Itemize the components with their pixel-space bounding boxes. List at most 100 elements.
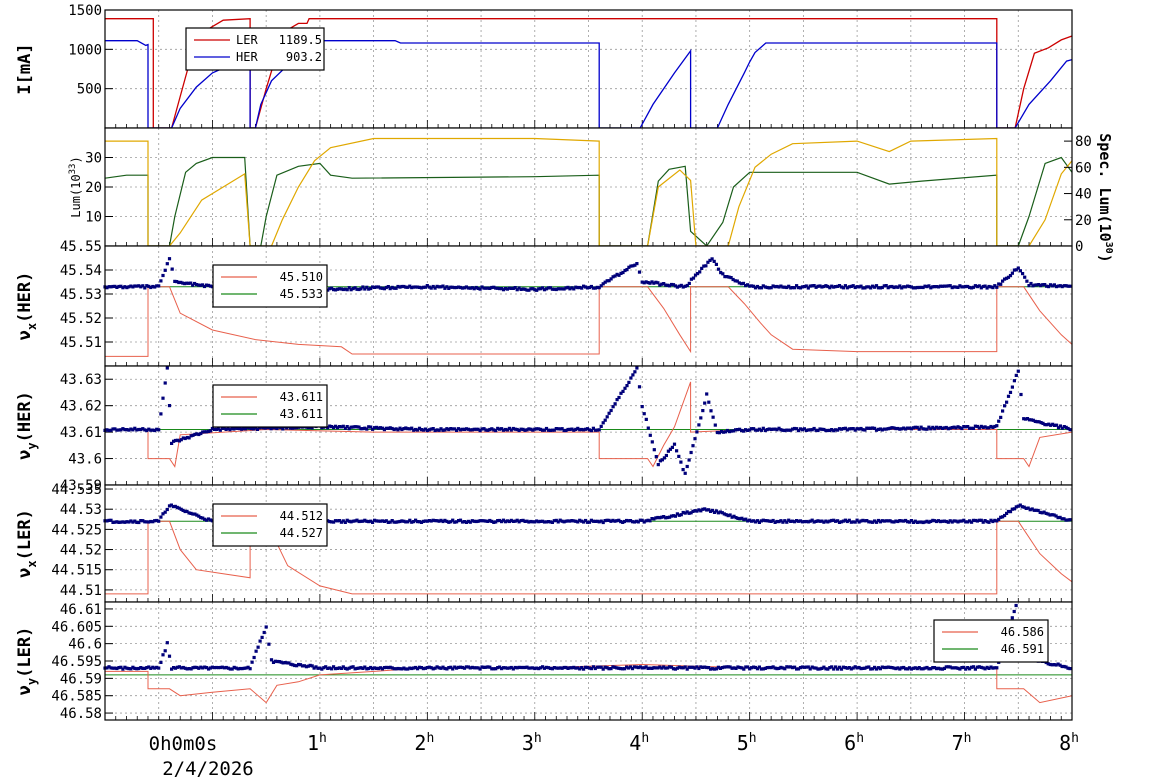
data-point xyxy=(652,517,656,521)
data-point xyxy=(769,427,773,431)
data-point xyxy=(1068,518,1072,522)
data-point xyxy=(666,449,670,453)
data-point xyxy=(224,665,228,670)
data-point xyxy=(498,665,502,669)
data-point xyxy=(195,513,199,517)
data-point xyxy=(466,286,470,290)
data-point xyxy=(328,287,332,291)
data-point xyxy=(906,520,910,524)
data-point xyxy=(826,428,830,433)
data-point xyxy=(861,666,865,670)
data-point xyxy=(443,518,447,522)
data-point xyxy=(708,258,712,262)
data-point xyxy=(365,427,369,431)
data-point xyxy=(820,427,824,431)
data-point xyxy=(523,665,527,670)
data-point xyxy=(894,667,898,671)
data-point xyxy=(1001,409,1005,413)
data-point xyxy=(470,428,474,432)
x-tick-label-unit: h xyxy=(534,731,542,746)
y-axis-label-sup: 33 xyxy=(68,164,78,175)
data-point xyxy=(865,519,869,523)
data-point xyxy=(652,448,656,452)
data-point xyxy=(742,429,746,433)
data-point xyxy=(923,284,927,288)
data-point xyxy=(374,519,379,523)
data-point xyxy=(954,285,958,289)
data-point xyxy=(617,273,621,277)
data-point xyxy=(480,427,484,431)
data-point xyxy=(582,667,586,671)
data-point xyxy=(1045,284,1049,288)
data-point xyxy=(915,667,919,671)
data-point xyxy=(185,509,189,513)
data-point xyxy=(650,440,654,444)
data-point xyxy=(115,666,119,671)
data-point xyxy=(390,666,394,670)
data-point xyxy=(147,284,151,288)
data-point xyxy=(646,426,650,430)
data-point xyxy=(179,666,183,670)
data-point xyxy=(191,512,195,516)
data-point xyxy=(958,667,962,671)
data-point xyxy=(117,428,121,432)
data-point xyxy=(993,518,997,522)
data-point xyxy=(886,427,890,431)
data-point xyxy=(476,519,480,523)
data-point xyxy=(275,426,279,431)
data-point xyxy=(541,428,545,432)
data-point xyxy=(752,284,756,288)
data-point xyxy=(507,286,511,290)
data-point xyxy=(709,509,713,513)
data-point xyxy=(631,373,635,377)
data-point xyxy=(884,284,888,288)
data-point xyxy=(378,519,382,523)
data-point xyxy=(802,520,806,524)
data-point xyxy=(656,281,660,285)
y-tick-label: 43.59 xyxy=(60,478,102,494)
data-point xyxy=(554,287,558,292)
data-point xyxy=(948,665,952,669)
data-point xyxy=(406,520,410,524)
data-point xyxy=(562,428,566,433)
data-point xyxy=(324,665,328,669)
data-point xyxy=(173,279,177,283)
data-point xyxy=(597,286,601,290)
data-point xyxy=(396,520,400,524)
data-point xyxy=(521,518,525,522)
data-point xyxy=(525,288,529,292)
data-point xyxy=(621,520,625,524)
data-point xyxy=(712,259,716,263)
data-point xyxy=(521,287,525,291)
data-point xyxy=(271,660,276,664)
data-point xyxy=(455,285,459,290)
data-point xyxy=(970,286,974,290)
data-point xyxy=(404,520,408,524)
data-point xyxy=(206,283,211,287)
data-point xyxy=(697,508,701,512)
data-point xyxy=(1022,417,1026,421)
data-point xyxy=(681,510,685,515)
data-point xyxy=(1041,283,1045,287)
data-point xyxy=(392,520,396,524)
data-point xyxy=(539,287,543,291)
data-point xyxy=(133,284,137,288)
data-point xyxy=(859,519,863,523)
data-point xyxy=(746,665,750,669)
data-point xyxy=(554,427,558,431)
data-point xyxy=(580,666,584,670)
data-point xyxy=(737,281,741,285)
data-point xyxy=(582,428,586,432)
data-point xyxy=(149,285,153,290)
data-point xyxy=(464,285,468,289)
data-point xyxy=(721,430,726,434)
data-point xyxy=(975,519,979,523)
data-point xyxy=(973,284,977,288)
data-point xyxy=(937,285,941,289)
data-point xyxy=(435,428,439,432)
panel-nux_ler: 44.5144.51544.5244.52544.5344.535νx(LER)… xyxy=(15,482,1073,603)
data-point xyxy=(714,667,719,671)
data-point xyxy=(937,426,941,430)
data-point xyxy=(230,426,234,430)
data-point xyxy=(886,665,890,669)
